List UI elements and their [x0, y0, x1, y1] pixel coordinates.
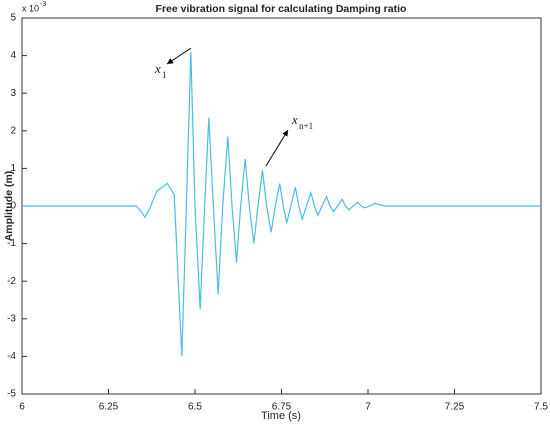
annotation-xn1: x — [291, 112, 298, 127]
y-tick-label: 0 — [10, 201, 16, 212]
y-tick-label: -5 — [7, 389, 16, 400]
y-tick-label: 5 — [10, 13, 16, 24]
x-tick-label: 7.25 — [445, 402, 465, 413]
y-tick-label: 2 — [10, 125, 16, 136]
signal-line — [22, 51, 541, 357]
y-exponent-power: -3 — [40, 1, 46, 8]
chart-title: Free vibration signal for calculating Da… — [156, 3, 407, 15]
annotation-xn1-sub: n+1 — [299, 121, 313, 131]
y-tick-label: -3 — [7, 313, 16, 324]
y-tick-label: -1 — [7, 238, 16, 249]
annotation-x1-sub: 1 — [162, 70, 167, 80]
x-tick-label: 6.5 — [188, 402, 202, 413]
annotation-arrow — [265, 129, 289, 167]
annotation-x1: x — [154, 61, 161, 76]
y-exponent-base: x 10 — [22, 3, 39, 13]
y-tick-label: -4 — [7, 351, 16, 362]
x-tick-label: 7 — [365, 402, 371, 413]
x-tick-label: 6.25 — [99, 402, 119, 413]
x-tick-label: 6.75 — [272, 402, 292, 413]
x-axis-label: Time (s) — [261, 410, 301, 422]
y-tick-label: 1 — [10, 163, 16, 174]
x-tick-label: 6 — [19, 402, 25, 413]
y-axis-label: Amplitude (m) — [3, 171, 15, 242]
annotation-arrow — [166, 47, 192, 65]
x-tick-label: 7.5 — [534, 402, 548, 413]
y-tick-label: 4 — [10, 50, 16, 61]
y-tick-label: -2 — [7, 276, 16, 287]
y-tick-label: 3 — [10, 88, 16, 99]
